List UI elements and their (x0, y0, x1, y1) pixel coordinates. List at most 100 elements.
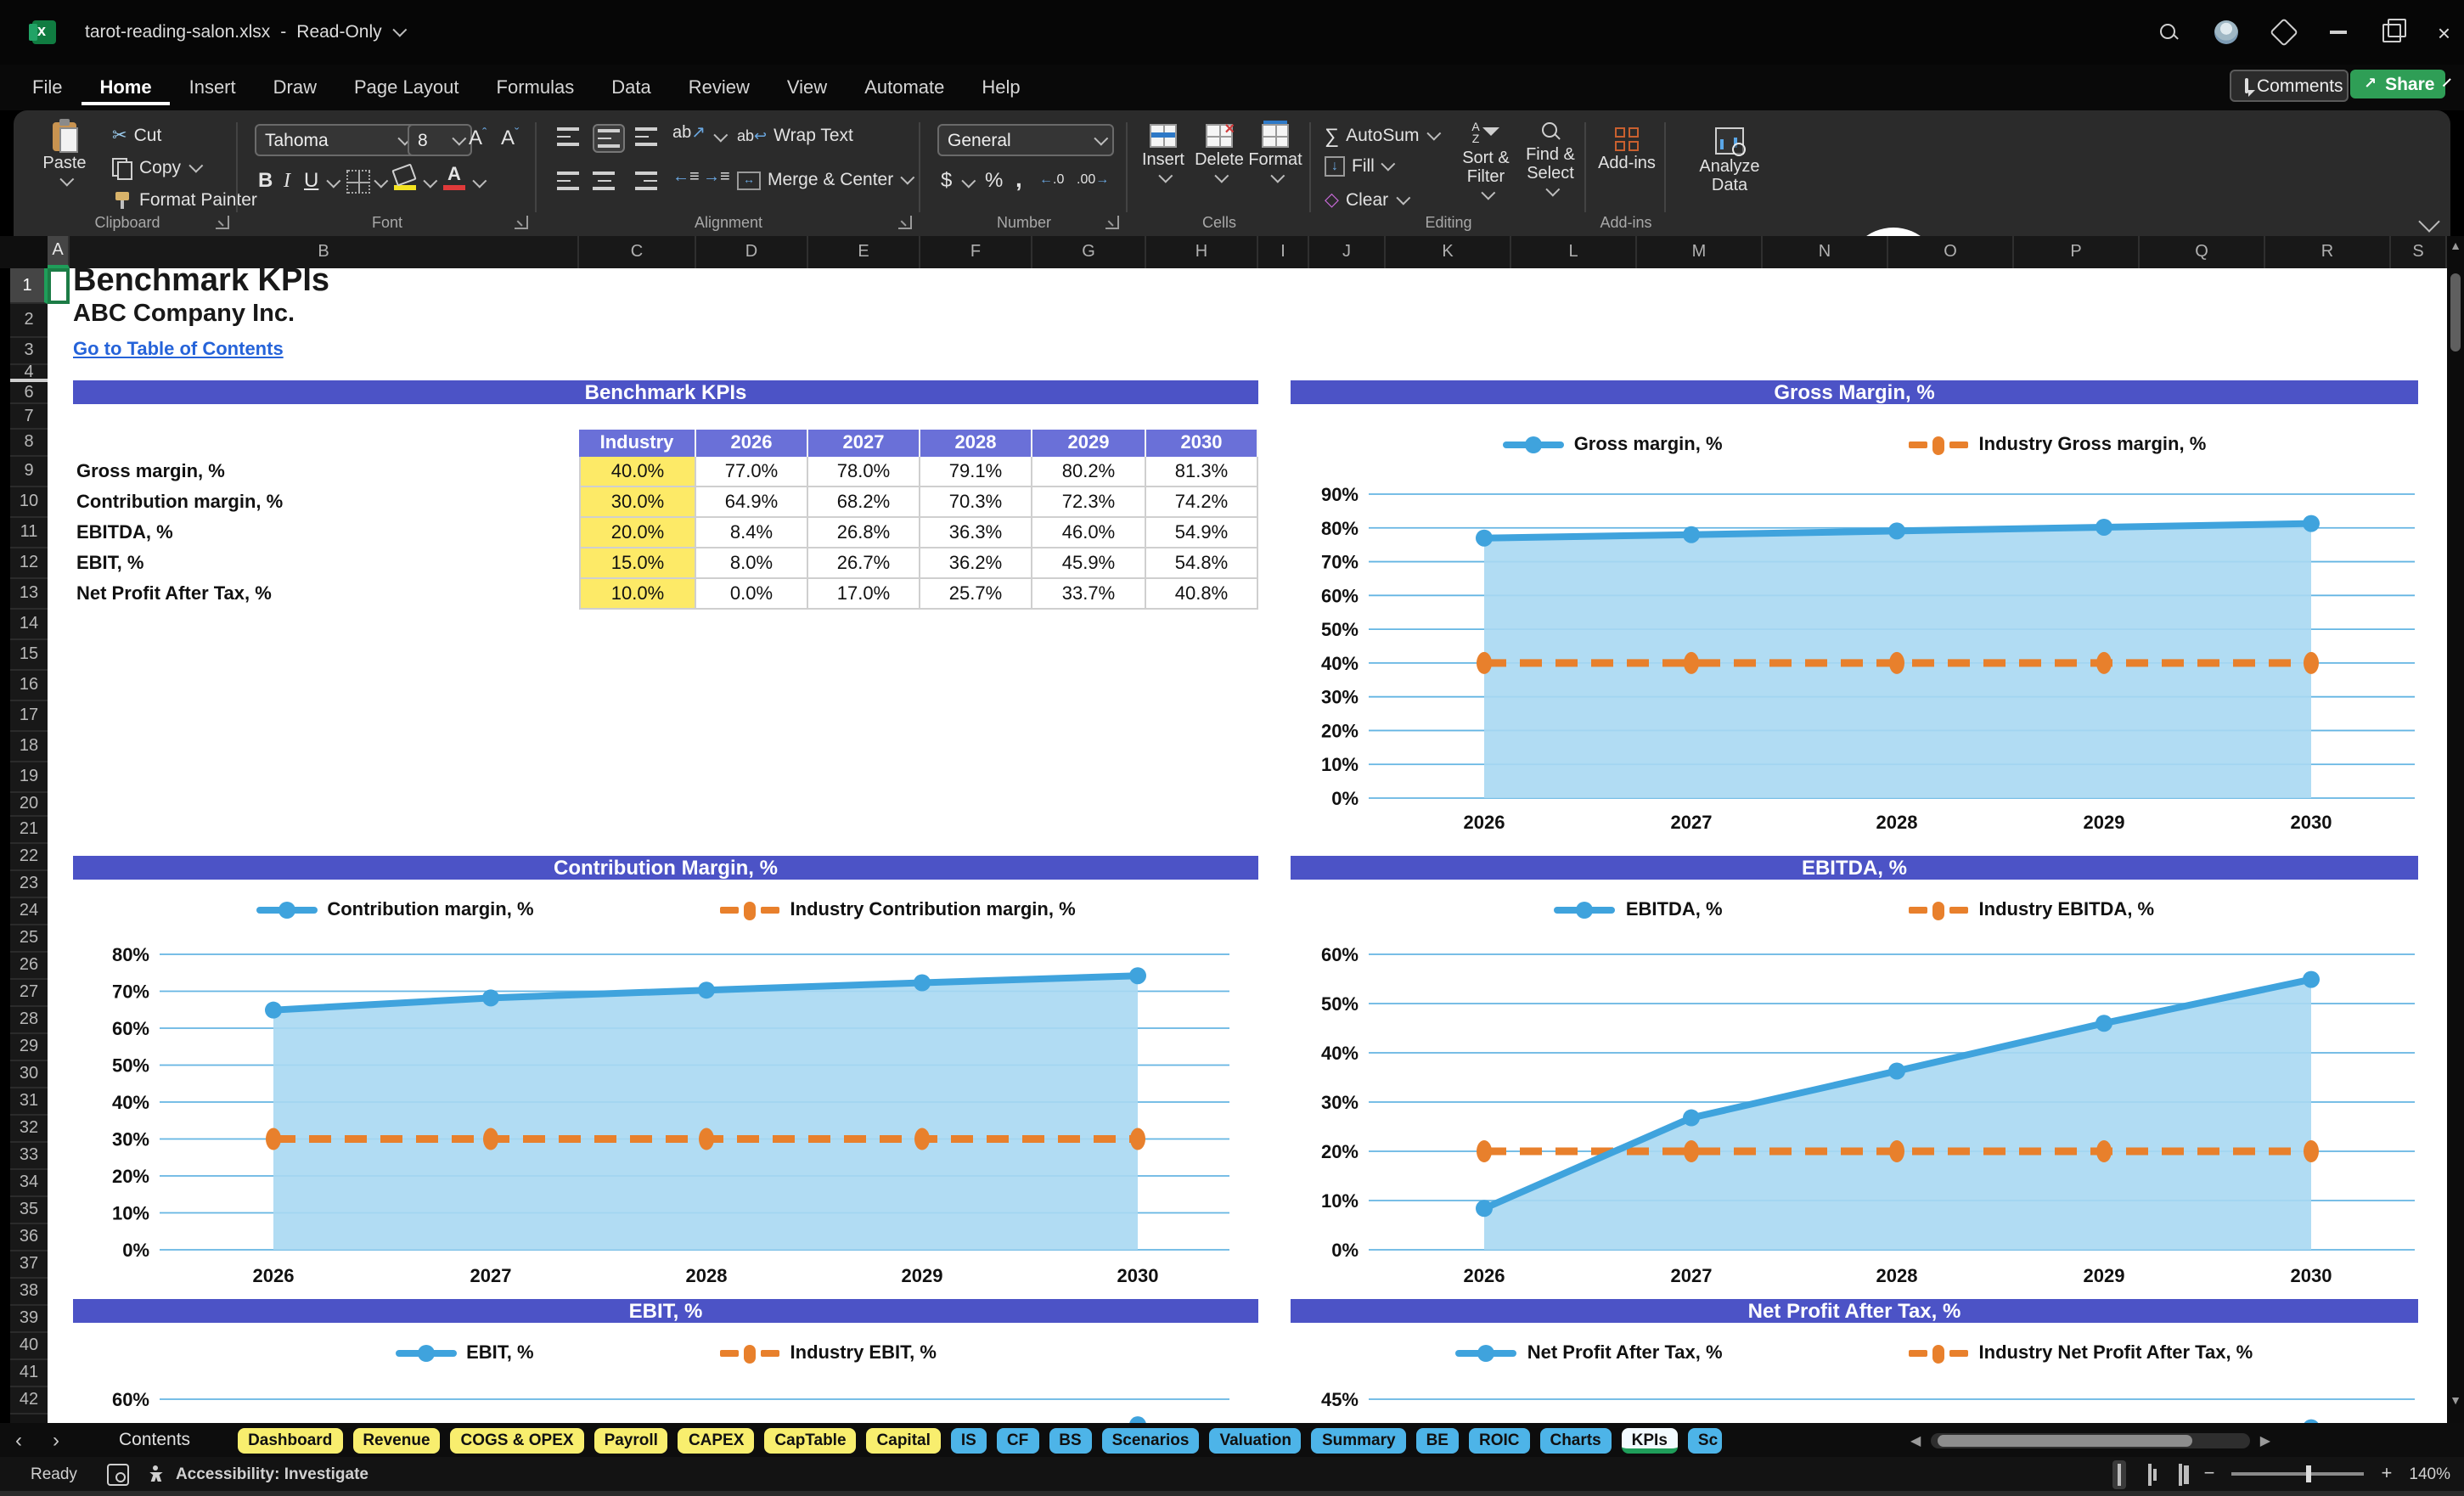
align-left-button[interactable] (557, 172, 579, 190)
menu-tab-insert[interactable]: Insert (188, 77, 236, 98)
copy-button[interactable]: Copy (112, 158, 203, 180)
increase-indent-button[interactable]: →≡ (703, 168, 730, 187)
borders-button[interactable] (346, 170, 370, 194)
row-header-40[interactable]: 40 (10, 1333, 48, 1360)
row-header-28[interactable]: 28 (10, 1007, 48, 1034)
vertical-scroll-thumb[interactable] (2450, 273, 2461, 352)
sheet-tab-revenue[interactable]: Revenue (352, 1427, 441, 1453)
row-header-26[interactable]: 26 (10, 953, 48, 980)
row-header-18[interactable]: 18 (10, 732, 48, 762)
column-header-F[interactable]: F (920, 236, 1032, 268)
font-color-button[interactable]: A (443, 165, 465, 190)
clipboard-dialog-launcher[interactable] (216, 216, 229, 229)
row-header-37[interactable]: 37 (10, 1251, 48, 1279)
font-color-menu-chevron[interactable] (472, 173, 487, 188)
sheet-tab-captable[interactable]: CapTable (764, 1427, 857, 1453)
column-header-C[interactable]: C (579, 236, 696, 268)
accounting-menu-chevron[interactable] (961, 173, 976, 188)
row-header-10[interactable]: 10 (10, 487, 48, 518)
row-header-27[interactable]: 27 (10, 980, 48, 1007)
row-header-6[interactable]: 6 (10, 382, 48, 404)
bold-button[interactable]: B (258, 168, 273, 192)
fill-color-menu-chevron[interactable] (423, 173, 438, 188)
vertical-scrollbar[interactable]: ▲ ▼ (2447, 236, 2464, 1423)
top-align-button[interactable] (557, 127, 579, 146)
row-header-4[interactable]: 4 (10, 363, 48, 382)
readonly-badge[interactable]: Read-Only (296, 22, 382, 42)
column-header-H[interactable]: H (1146, 236, 1258, 268)
percent-style-button[interactable]: % (985, 168, 1004, 192)
fill-color-button[interactable] (391, 163, 417, 190)
column-header-L[interactable]: L (1511, 236, 1637, 268)
row-header-25[interactable]: 25 (10, 925, 48, 953)
row-header-35[interactable]: 35 (10, 1197, 48, 1224)
row-header-15[interactable]: 15 (10, 640, 48, 671)
table-of-contents-link[interactable]: Go to Table of Contents (73, 340, 284, 360)
close-button[interactable]: × (2437, 20, 2450, 45)
delete-cells-button[interactable]: Delete (1194, 121, 1245, 183)
orientation-menu-chevron[interactable] (713, 127, 729, 143)
column-header-G[interactable]: G (1032, 236, 1146, 268)
row-header-33[interactable]: 33 (10, 1143, 48, 1170)
autosum-button[interactable]: ∑ AutoSum (1325, 124, 1441, 148)
row-header-38[interactable]: 38 (10, 1279, 48, 1306)
zoom-slider[interactable] (2231, 1465, 2365, 1482)
zoom-out-button[interactable]: − (2203, 1464, 2215, 1484)
diamond-icon[interactable] (2270, 18, 2299, 47)
middle-align-button[interactable] (593, 124, 625, 153)
column-header-J[interactable]: J (1309, 236, 1386, 268)
search-icon[interactable] (2160, 23, 2180, 42)
row-header-31[interactable]: 31 (10, 1088, 48, 1116)
analyze-data-button[interactable]: Analyze Data (1683, 127, 1776, 195)
horizontal-scroll-thumb[interactable] (1938, 1435, 2192, 1447)
row-header-34[interactable]: 34 (10, 1170, 48, 1197)
merge-center-button[interactable]: ↔ Merge & Center (737, 170, 915, 190)
normal-view-button[interactable] (2112, 1459, 2126, 1488)
row-header-14[interactable]: 14 (10, 610, 48, 640)
menu-tab-page-layout[interactable]: Page Layout (353, 77, 459, 98)
page-break-view-button[interactable] (2174, 1459, 2187, 1488)
row-header-9[interactable]: 9 (10, 457, 48, 487)
shrink-font-button[interactable]: Aˇ (501, 126, 520, 149)
worksheet[interactable]: Benchmark KPIs ABC Company Inc. Go to Ta… (48, 268, 2447, 1423)
row-header-39[interactable]: 39 (10, 1306, 48, 1333)
macro-record-icon[interactable] (107, 1463, 130, 1485)
column-header-K[interactable]: K (1386, 236, 1511, 268)
sheet-tab-be[interactable]: BE (1415, 1427, 1459, 1453)
menu-tab-file[interactable]: File (32, 77, 63, 98)
paste-button[interactable]: Paste (34, 119, 95, 187)
menu-tab-draw[interactable]: Draw (273, 77, 317, 98)
sheet-tab-payroll[interactable]: Payroll (593, 1427, 668, 1453)
row-header-32[interactable]: 32 (10, 1116, 48, 1143)
borders-menu-chevron[interactable] (374, 173, 389, 188)
align-right-button[interactable] (635, 172, 657, 190)
column-header-I[interactable]: I (1258, 236, 1309, 268)
accounting-format-button[interactable]: $ (941, 168, 953, 192)
row-header-20[interactable]: 20 (10, 793, 48, 817)
row-header-22[interactable]: 22 (10, 844, 48, 871)
insert-cells-button[interactable]: Insert (1138, 124, 1189, 183)
sheet-tab-capital[interactable]: Capital (866, 1427, 941, 1453)
menu-tab-formulas[interactable]: Formulas (496, 77, 575, 98)
column-header-E[interactable]: E (808, 236, 920, 268)
row-header-3[interactable]: 3 (10, 338, 48, 365)
chevron-down-icon[interactable] (392, 22, 408, 37)
decrease-indent-button[interactable]: ←≡ (672, 168, 700, 187)
scroll-up-icon[interactable]: ▲ (2450, 241, 2461, 253)
scroll-right-icon[interactable]: ▶ (2259, 1433, 2270, 1448)
sheet-tab-summary[interactable]: Summary (1311, 1427, 1406, 1453)
column-header-D[interactable]: D (696, 236, 808, 268)
sheet-tab-cogs-opex[interactable]: COGS & OPEX (450, 1427, 584, 1453)
decrease-decimal-button[interactable]: .00→ (1077, 172, 1110, 187)
row-headers[interactable]: 1 2 3 4 6 7 8 9 10 11 12 13 14 15 16 17 18 19 20 21 22 23 24 25… (10, 268, 48, 1423)
menu-tab-view[interactable]: View (786, 77, 828, 98)
avatar[interactable] (2214, 20, 2239, 44)
bottom-align-button[interactable] (635, 127, 657, 146)
find-select-button[interactable]: Find & Select (1518, 122, 1583, 197)
column-header-N[interactable]: N (1763, 236, 1888, 268)
restore-button[interactable] (2382, 18, 2407, 42)
column-header-R[interactable]: R (2265, 236, 2391, 268)
row-header-23[interactable]: 23 (10, 871, 48, 898)
